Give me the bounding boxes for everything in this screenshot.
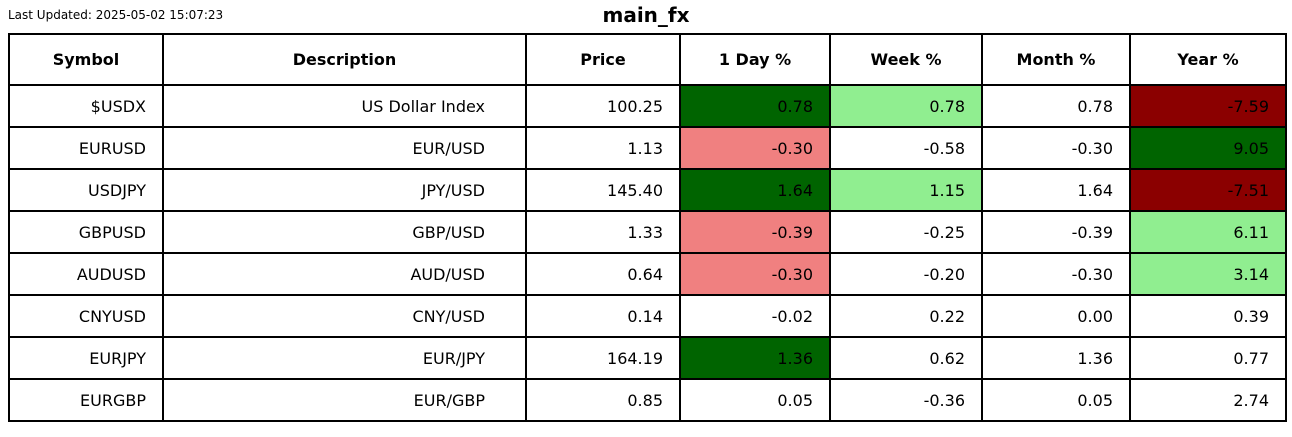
cell-price: 164.19: [525, 336, 681, 380]
column-header-year-pct: Year %: [1129, 33, 1287, 86]
cell-month-pct: -0.39: [981, 210, 1131, 254]
column-header-symbol: Symbol: [8, 33, 164, 86]
cell-month-pct: 1.64: [981, 168, 1131, 212]
table-row-usdjpy: USDJPY JPY/USD 145.40 1.64 1.15 1.64 -7.…: [8, 168, 1287, 212]
cell-week-pct: -0.20: [829, 252, 983, 296]
cell-week-pct: 0.22: [829, 294, 983, 338]
cell-description: EUR/USD: [162, 126, 527, 170]
column-header-price: Price: [525, 33, 681, 86]
cell-description: EUR/JPY: [162, 336, 527, 380]
cell-year-pct: 6.11: [1129, 210, 1287, 254]
cell-month-pct: 0.05: [981, 378, 1131, 422]
cell-description: AUD/USD: [162, 252, 527, 296]
page-title: main_fx: [602, 3, 690, 27]
cell-price: 1.33: [525, 210, 681, 254]
cell-1day-pct: 1.36: [679, 336, 831, 380]
cell-week-pct: -0.25: [829, 210, 983, 254]
cell-price: 0.85: [525, 378, 681, 422]
cell-symbol: $USDX: [8, 84, 164, 128]
table-row-usdx: $USDX US Dollar Index 100.25 0.78 0.78 0…: [8, 84, 1287, 128]
fx-performance-table: Symbol Description Price 1 Day % Week % …: [8, 33, 1287, 422]
cell-symbol: USDJPY: [8, 168, 164, 212]
cell-symbol: GBPUSD: [8, 210, 164, 254]
cell-symbol: EURJPY: [8, 336, 164, 380]
cell-year-pct: 2.74: [1129, 378, 1287, 422]
cell-symbol: CNYUSD: [8, 294, 164, 338]
cell-year-pct: 9.05: [1129, 126, 1287, 170]
cell-month-pct: -0.30: [981, 252, 1131, 296]
cell-week-pct: 0.78: [829, 84, 983, 128]
cell-week-pct: -0.58: [829, 126, 983, 170]
column-header-month-pct: Month %: [981, 33, 1131, 86]
cell-description: CNY/USD: [162, 294, 527, 338]
cell-description: GBP/USD: [162, 210, 527, 254]
cell-description: US Dollar Index: [162, 84, 527, 128]
table-row-audusd: AUDUSD AUD/USD 0.64 -0.30 -0.20 -0.30 3.…: [8, 252, 1287, 296]
table-header-row: Symbol Description Price 1 Day % Week % …: [8, 33, 1287, 86]
table-row-eurusd: EURUSD EUR/USD 1.13 -0.30 -0.58 -0.30 9.…: [8, 126, 1287, 170]
cell-1day-pct: -0.39: [679, 210, 831, 254]
cell-year-pct: 0.77: [1129, 336, 1287, 380]
table-row-gbpusd: GBPUSD GBP/USD 1.33 -0.39 -0.25 -0.39 6.…: [8, 210, 1287, 254]
cell-year-pct: -7.59: [1129, 84, 1287, 128]
cell-year-pct: 3.14: [1129, 252, 1287, 296]
cell-price: 145.40: [525, 168, 681, 212]
cell-month-pct: -0.30: [981, 126, 1131, 170]
cell-description: JPY/USD: [162, 168, 527, 212]
table-row-eurjpy: EURJPY EUR/JPY 164.19 1.36 0.62 1.36 0.7…: [8, 336, 1287, 380]
cell-symbol: AUDUSD: [8, 252, 164, 296]
cell-week-pct: -0.36: [829, 378, 983, 422]
cell-week-pct: 1.15: [829, 168, 983, 212]
cell-price: 1.13: [525, 126, 681, 170]
cell-year-pct: 0.39: [1129, 294, 1287, 338]
cell-month-pct: 0.00: [981, 294, 1131, 338]
cell-symbol: EURGBP: [8, 378, 164, 422]
cell-month-pct: 1.36: [981, 336, 1131, 380]
cell-week-pct: 0.62: [829, 336, 983, 380]
cell-price: 100.25: [525, 84, 681, 128]
cell-1day-pct: -0.30: [679, 252, 831, 296]
top-bar: Last Updated: 2025-05-02 15:07:23 main_f…: [0, 0, 1292, 33]
cell-description: EUR/GBP: [162, 378, 527, 422]
cell-1day-pct: -0.30: [679, 126, 831, 170]
last-updated-timestamp: Last Updated: 2025-05-02 15:07:23: [8, 8, 224, 22]
column-header-1day-pct: 1 Day %: [679, 33, 831, 86]
table-row-cnyusd: CNYUSD CNY/USD 0.14 -0.02 0.22 0.00 0.39: [8, 294, 1287, 338]
cell-1day-pct: 0.05: [679, 378, 831, 422]
cell-1day-pct: 1.64: [679, 168, 831, 212]
cell-year-pct: -7.51: [1129, 168, 1287, 212]
cell-symbol: EURUSD: [8, 126, 164, 170]
cell-month-pct: 0.78: [981, 84, 1131, 128]
cell-price: 0.14: [525, 294, 681, 338]
cell-1day-pct: -0.02: [679, 294, 831, 338]
column-header-week-pct: Week %: [829, 33, 983, 86]
cell-1day-pct: 0.78: [679, 84, 831, 128]
column-header-description: Description: [162, 33, 527, 86]
cell-price: 0.64: [525, 252, 681, 296]
table-row-eurgbp: EURGBP EUR/GBP 0.85 0.05 -0.36 0.05 2.74: [8, 378, 1287, 422]
